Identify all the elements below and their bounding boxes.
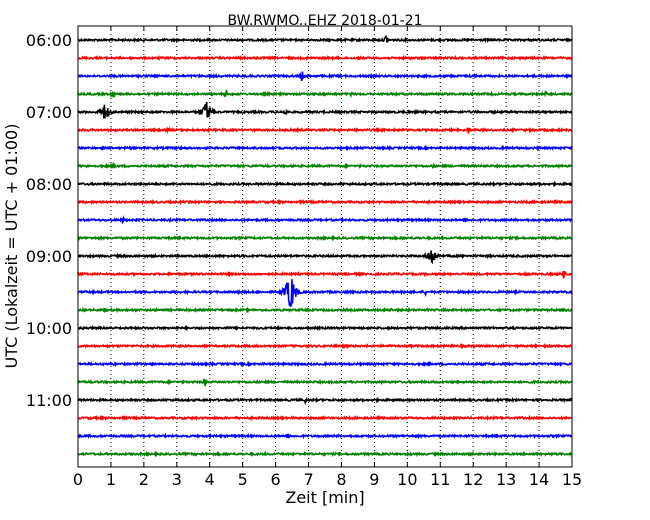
seismic-trace	[77, 306, 573, 314]
x-tick-label: 13	[496, 470, 516, 489]
x-tick-label: 2	[139, 470, 149, 489]
seismic-trace	[77, 250, 573, 265]
seismic-trace	[77, 71, 573, 82]
y-axis: 06:00 07:00 08:00 09:00 10:00 11:00	[26, 31, 572, 410]
seismic-trace	[77, 126, 573, 135]
x-tick-label: 10	[397, 470, 417, 489]
seismic-trace	[77, 324, 573, 332]
x-tick-label: 6	[271, 470, 281, 489]
seismic-trace	[77, 378, 573, 387]
y-tick-label: 09:00	[26, 247, 72, 266]
seismic-trace	[77, 180, 573, 188]
x-tick-label: 1	[106, 470, 116, 489]
y-tick-label: 11:00	[26, 391, 72, 410]
seismic-trace	[77, 279, 573, 308]
seismic-trace	[77, 215, 573, 225]
x-tick-label: 15	[562, 470, 582, 489]
seismic-trace	[77, 432, 573, 440]
x-tick-label: 7	[303, 470, 313, 489]
x-axis-label: Zeit [min]	[285, 488, 364, 507]
trace-group	[77, 35, 573, 458]
seismic-trace	[77, 450, 573, 458]
x-tick-label: 5	[238, 470, 248, 489]
x-axis: 0 1 2 3 4 5 6 7 8 9 10 11 12 13 14 15	[73, 26, 582, 489]
x-tick-label: 0	[73, 470, 83, 489]
seismic-trace	[77, 101, 573, 119]
y-axis-label: UTC (Lokalzeit = UTC + 01:00)	[2, 124, 21, 369]
x-grid	[110, 26, 540, 467]
plot-frame	[77, 25, 573, 468]
seismic-trace	[77, 360, 573, 368]
seismic-trace	[77, 144, 573, 152]
x-tick-label: 14	[529, 470, 549, 489]
seismic-trace	[77, 54, 573, 62]
y-tick-label: 06:00	[26, 31, 72, 50]
seismic-trace	[77, 270, 573, 279]
seismic-trace	[77, 234, 573, 242]
y-tick-label: 07:00	[26, 103, 72, 122]
seismic-trace	[77, 35, 573, 44]
chart-title: BW.RWMO..EHZ 2018-01-21	[227, 13, 422, 29]
seismic-trace	[77, 89, 573, 99]
x-tick-label: 11	[430, 470, 450, 489]
x-tick-label: 3	[172, 470, 182, 489]
x-tick-label: 9	[369, 470, 379, 489]
seismic-trace	[77, 342, 573, 350]
x-tick-label: 8	[336, 470, 346, 489]
seismic-trace	[77, 414, 572, 422]
x-tick-label: 12	[463, 470, 483, 489]
seismic-trace	[77, 161, 573, 170]
y-tick-label: 08:00	[26, 175, 72, 194]
seismic-trace	[77, 198, 573, 206]
y-tick-label: 10:00	[26, 319, 72, 338]
x-tick-label: 4	[205, 470, 215, 489]
seismic-trace	[77, 396, 573, 406]
